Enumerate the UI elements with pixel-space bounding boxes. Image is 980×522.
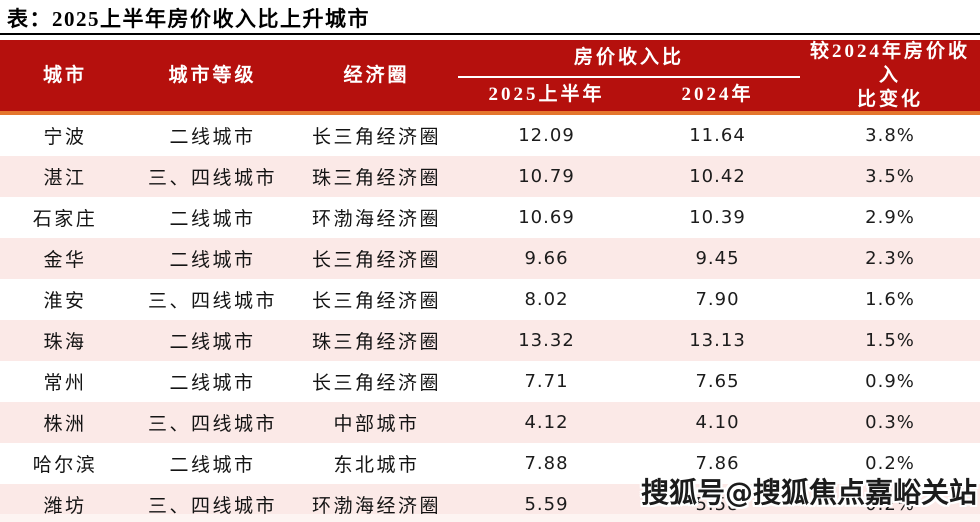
cell-y2024: 4.10 bbox=[695, 412, 740, 434]
cell-tier: 三、四线城市 bbox=[147, 168, 277, 190]
cell-tier: 三、四线城市 bbox=[147, 291, 277, 313]
cell-city: 哈尔滨 bbox=[32, 455, 98, 477]
cell-change: 0.2% bbox=[865, 494, 915, 516]
cell-y2024: 10.42 bbox=[689, 166, 746, 188]
col-header-tier: 城市等级 bbox=[130, 40, 295, 112]
cell-y2024: 10.39 bbox=[689, 207, 746, 229]
cell-change: 0.2% bbox=[865, 453, 915, 475]
cell-h1_2025: 13.32 bbox=[518, 330, 575, 352]
cell-region: 东北城市 bbox=[333, 455, 420, 477]
cell-y2024: 11.64 bbox=[689, 125, 746, 147]
cell-y2024: 13.13 bbox=[689, 330, 746, 352]
table-body: 宁波 二线城市 长三角经济圈 12.09 11.64 3.8% 湛江 三、四线城市 珠三角经济圈… bbox=[0, 111, 980, 522]
cell-tier: 二线城市 bbox=[169, 373, 256, 395]
cell-city: 宁波 bbox=[43, 127, 87, 149]
cell-y2024: 9.45 bbox=[695, 248, 740, 270]
cell-region: 长三角经济圈 bbox=[311, 373, 441, 395]
cell-change: 3.8% bbox=[865, 125, 915, 147]
cell-h1_2025: 10.79 bbox=[518, 166, 575, 188]
table-row: 珠海 二线城市 珠三角经济圈 13.32 13.13 1.5% bbox=[0, 320, 980, 362]
cell-y2024: 7.65 bbox=[695, 371, 740, 393]
cell-tier: 三、四线城市 bbox=[147, 496, 277, 518]
cell-city: 湛江 bbox=[43, 168, 87, 190]
watermark-text: 搜狐号@搜狐焦点嘉峪关站 bbox=[640, 476, 977, 509]
table-row: 金华 二线城市 长三角经济圈 9.66 9.45 2.3% bbox=[0, 238, 980, 280]
cell-change: 3.5% bbox=[865, 166, 915, 188]
cell-h1_2025: 7.88 bbox=[524, 453, 569, 475]
cell-change: 1.5% bbox=[865, 330, 915, 352]
table-block: 城市 城市等级 经济圈 房价收入比 较2024年房价收入 比变化 2025上半年… bbox=[0, 33, 980, 522]
cell-region: 珠三角经济圈 bbox=[311, 332, 441, 354]
footer-strip bbox=[0, 514, 980, 522]
price-income-table: 城市 城市等级 经济圈 房价收入比 较2024年房价收入 比变化 2025上半年… bbox=[0, 40, 980, 522]
table-row: 淮安 三、四线城市 长三角经济圈 8.02 7.90 1.6% bbox=[0, 279, 980, 321]
table-row: 湛江 三、四线城市 珠三角经济圈 10.79 10.42 3.5% bbox=[0, 156, 980, 198]
cell-change: 2.3% bbox=[865, 248, 915, 270]
table-row: 哈尔滨 二线城市 东北城市 7.88 7.86 0.2% bbox=[0, 443, 980, 485]
table-row: 宁波 二线城市 长三角经济圈 12.09 11.64 3.8% bbox=[0, 115, 980, 157]
cell-city: 株洲 bbox=[43, 414, 87, 436]
cell-h1_2025: 8.02 bbox=[524, 289, 569, 311]
col-header-city: 城市 bbox=[0, 40, 130, 112]
cell-city: 珠海 bbox=[43, 332, 87, 354]
cell-region: 环渤海经济圈 bbox=[311, 496, 441, 518]
cell-tier: 二线城市 bbox=[169, 250, 256, 272]
cell-h1_2025: 12.09 bbox=[518, 125, 575, 147]
cell-change: 0.9% bbox=[865, 371, 915, 393]
col-header-2025h1: 2025上半年 bbox=[458, 76, 635, 112]
cell-city: 石家庄 bbox=[32, 209, 98, 231]
col-header-2024: 2024年 bbox=[635, 76, 801, 112]
cell-tier: 二线城市 bbox=[169, 455, 256, 477]
col-header-change: 较2024年房价收入 比变化 bbox=[800, 40, 980, 112]
cell-tier: 三、四线城市 bbox=[147, 414, 277, 436]
cell-region: 中部城市 bbox=[333, 414, 420, 436]
table-header: 城市 城市等级 经济圈 房价收入比 较2024年房价收入 比变化 2025上半年… bbox=[0, 40, 980, 112]
cell-tier: 二线城市 bbox=[169, 127, 256, 149]
cell-city: 潍坊 bbox=[43, 496, 87, 518]
cell-y2024: 7.86 bbox=[695, 453, 740, 475]
cell-change: 0.3% bbox=[865, 412, 915, 434]
cell-h1_2025: 4.12 bbox=[524, 412, 569, 434]
cell-region: 环渤海经济圈 bbox=[311, 209, 441, 231]
page-title: 表：2025上半年房价收入比上升城市 bbox=[7, 7, 370, 31]
cell-region: 长三角经济圈 bbox=[311, 291, 441, 313]
cell-region: 长三角经济圈 bbox=[311, 127, 441, 149]
col-header-region: 经济圈 bbox=[295, 40, 458, 112]
cell-tier: 二线城市 bbox=[169, 209, 256, 231]
accent-divider bbox=[0, 111, 980, 116]
col-header-change-line2: 比变化 bbox=[857, 88, 924, 110]
cell-change: 2.9% bbox=[865, 207, 915, 229]
cell-change: 1.6% bbox=[865, 289, 915, 311]
cell-region: 长三角经济圈 bbox=[311, 250, 441, 272]
cell-y2024: 5.58 bbox=[695, 494, 740, 516]
table-row: 常州 二线城市 长三角经济圈 7.71 7.65 0.9% bbox=[0, 361, 980, 403]
table-row: 株洲 三、四线城市 中部城市 4.12 4.10 0.3% bbox=[0, 402, 980, 444]
cell-h1_2025: 5.59 bbox=[524, 494, 569, 516]
cell-h1_2025: 10.69 bbox=[518, 207, 575, 229]
cell-tier: 二线城市 bbox=[169, 332, 256, 354]
cell-h1_2025: 7.71 bbox=[524, 371, 569, 393]
cell-city: 金华 bbox=[43, 250, 87, 272]
col-header-change-line1: 较2024年房价收入 bbox=[810, 41, 971, 86]
cell-h1_2025: 9.66 bbox=[524, 248, 569, 270]
col-header-ratio-group: 房价收入比 bbox=[458, 40, 801, 78]
cell-y2024: 7.90 bbox=[695, 289, 740, 311]
cell-city: 常州 bbox=[43, 373, 87, 395]
cell-city: 淮安 bbox=[43, 291, 87, 313]
table-row: 石家庄 二线城市 环渤海经济圈 10.69 10.39 2.9% bbox=[0, 197, 980, 239]
cell-region: 珠三角经济圈 bbox=[311, 168, 441, 190]
